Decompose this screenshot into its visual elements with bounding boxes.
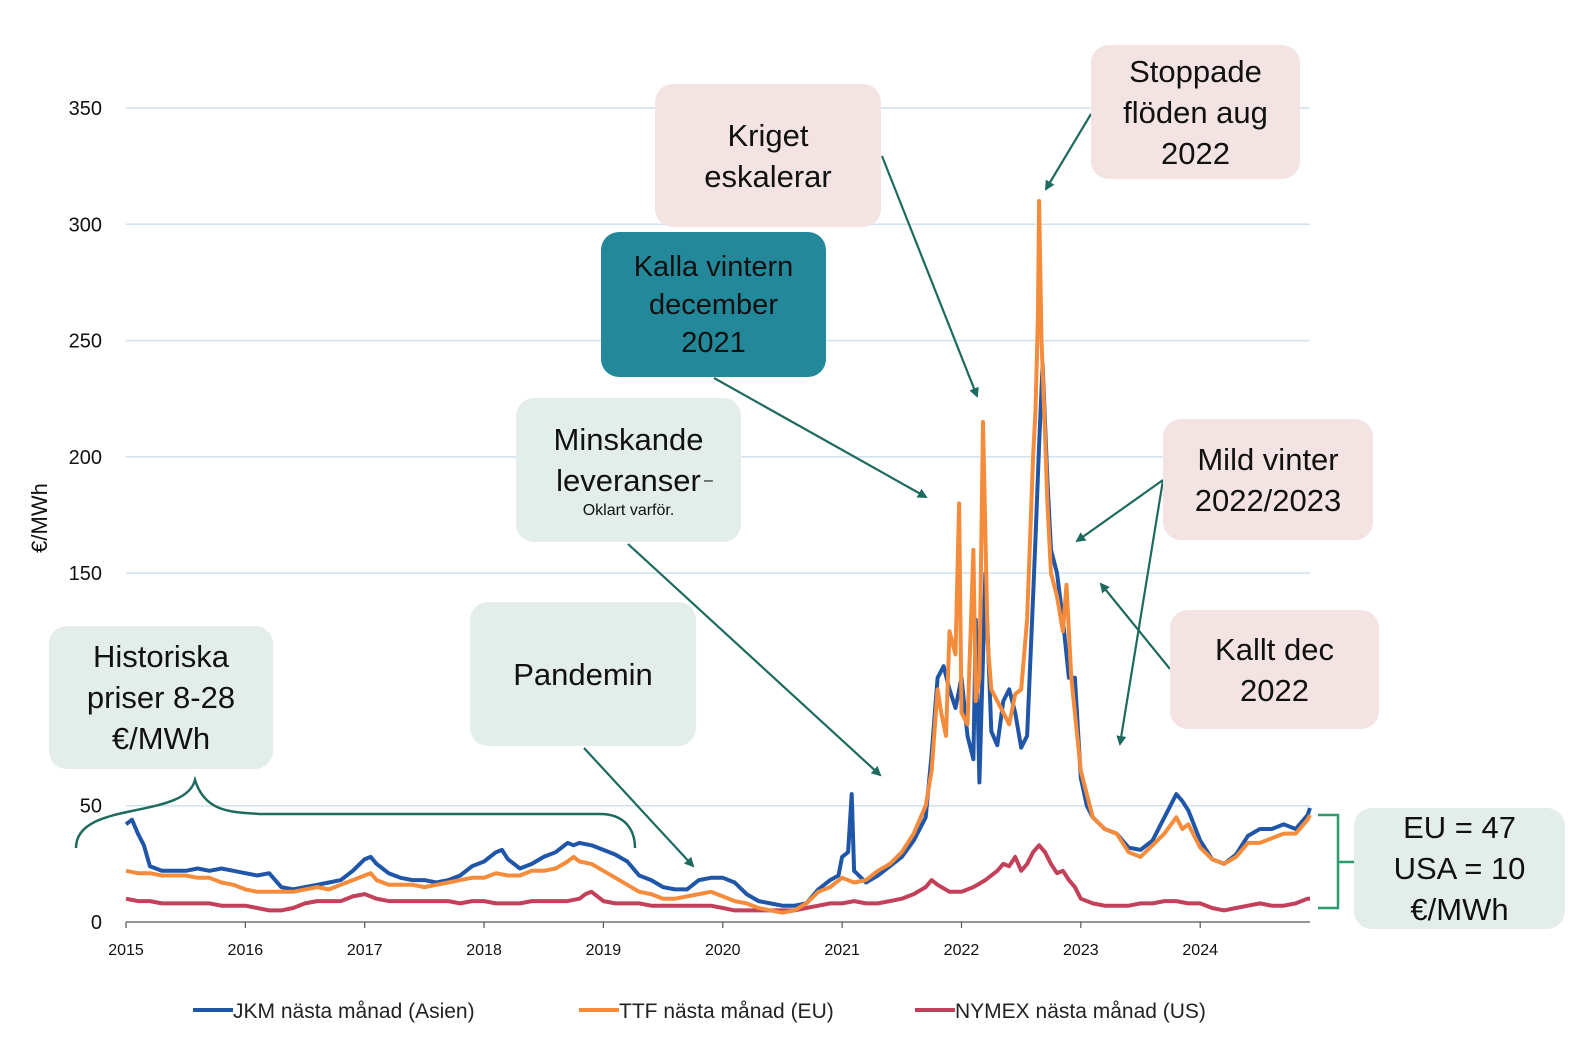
annotation-pandemin: Pandemin (470, 602, 696, 746)
arrow-mild-2 (1116, 479, 1165, 746)
x-axis: 2015 2016 2017 2018 2019 2020 2021 2022 2023 2024 (108, 921, 1310, 959)
historical-bracket (74, 775, 637, 849)
y-tick-label: 250 (69, 331, 102, 353)
annotation-minskande-text: Minskande leveranser (553, 422, 704, 498)
y-tick-label: 150 (69, 563, 102, 585)
y-tick-label: 50 (80, 796, 102, 818)
annotation-kalla-text: Kalla vintern december 2021 (633, 250, 794, 359)
x-tick-label: 2023 (1063, 942, 1099, 959)
series-group (124, 199, 1312, 915)
annotation-kalla: Kalla vintern december 2021 (601, 232, 826, 377)
arrow-stoppade (1044, 113, 1092, 191)
legend-label-jkm: JKM nästa månad (Asien) (233, 1000, 475, 1023)
y-tick-label: 350 (69, 98, 102, 120)
y-tick-label: 0 (91, 912, 102, 934)
annotation-kallt-text: Kallt dec 2022 (1215, 631, 1334, 708)
x-tick-label: 2019 (586, 942, 622, 959)
arrow-mild-1 (1075, 479, 1164, 543)
annotation-stoppade: Stoppade flöden aug 2022 (1091, 45, 1300, 179)
arrow-pandemin (583, 747, 695, 868)
x-tick-label: 2017 (347, 942, 383, 959)
annotation-pandemin-text: Pandemin (513, 657, 653, 692)
annotation-minskande: Minskande leveranser – Oklart varför. (516, 398, 741, 542)
current-bracket (1318, 813, 1358, 910)
arrow-kriget (880, 155, 979, 398)
brackets (74, 775, 1358, 910)
annotation-eu-usa-text: EU = 47 USA = 10 €/MWh (1393, 810, 1526, 927)
legend-label-ttf: TTF nästa månad (EU) (619, 1000, 834, 1023)
x-tick-label: 2022 (944, 942, 980, 959)
legend-label-nymex: NYMEX nästa månad (US) (955, 1000, 1206, 1023)
annotation-kriget-text: Kriget eskalerar (704, 117, 832, 194)
arrow-kalla (713, 377, 928, 498)
y-tick-label: 200 (69, 447, 102, 469)
legend: JKM nästa månad (Asien) TTF nästa månad (… (193, 1000, 1206, 1023)
annotation-kriget: Kriget eskalerar (655, 84, 881, 227)
x-tick-label: 2024 (1182, 942, 1218, 959)
annotation-mild-text: Mild vinter 2022/2023 (1194, 441, 1342, 518)
annotation-minskande-sub: Oklart varför. (582, 502, 675, 519)
annotation-arrows (583, 113, 1171, 868)
annotation-minskande-dash: – (704, 472, 713, 489)
annotation-eu-usa: EU = 47 USA = 10 €/MWh (1354, 808, 1565, 929)
arrow-minskande (627, 543, 882, 777)
series-line-ttf (125, 199, 1312, 915)
annotation-kallt: Kallt dec 2022 (1170, 610, 1379, 729)
y-axis-label: €/MWh (27, 483, 52, 553)
x-tick-label: 2021 (824, 942, 860, 959)
x-tick-label: 2018 (466, 942, 502, 959)
annotation-mild: Mild vinter 2022/2023 (1163, 419, 1373, 540)
x-tick-label: 2020 (705, 942, 741, 959)
arrow-kallt (1099, 582, 1171, 670)
x-tick-label: 2016 (228, 942, 264, 959)
annotation-stoppade-text: Stoppade flöden aug 2022 (1123, 53, 1268, 171)
annotation-historiska: Historiska priser 8-28 €/MWh (49, 626, 273, 769)
x-tick-label: 2015 (108, 942, 144, 959)
y-axis-ticks: 0 50 150 200 250 300 350 (69, 98, 102, 934)
annotation-historiska-text: Historiska priser 8-28 €/MWh (86, 639, 236, 756)
y-tick-label: 300 (69, 214, 102, 236)
